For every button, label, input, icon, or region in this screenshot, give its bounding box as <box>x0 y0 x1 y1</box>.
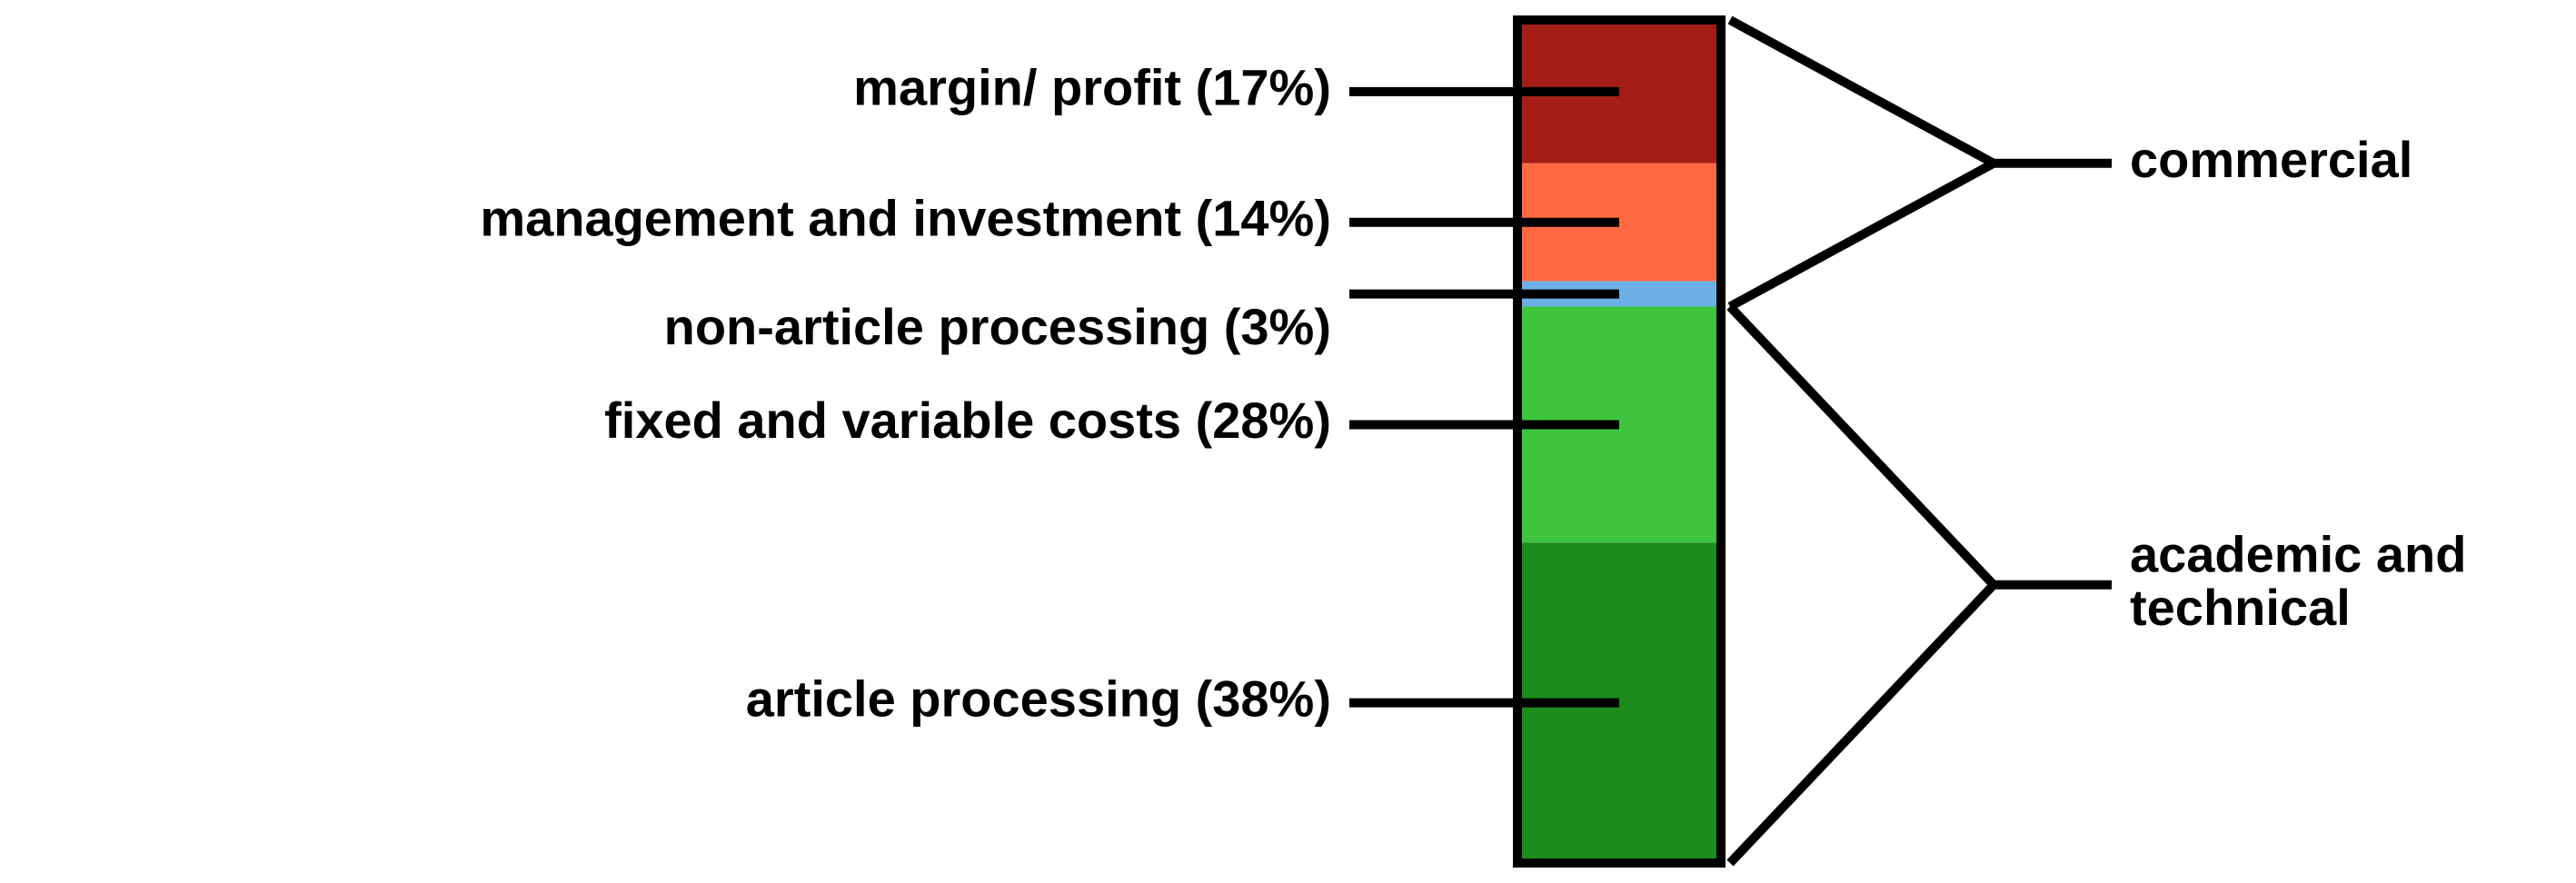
label-mgmt: management and investment (14%) <box>480 190 1331 247</box>
label-margin: margin/ profit (17%) <box>853 59 1331 116</box>
label-article: article processing (38%) <box>746 670 1331 727</box>
cost-breakdown-chart: margin/ profit (17%) management and inves… <box>0 0 2576 883</box>
label-nonarticle: non-article processing (3%) <box>664 298 1331 355</box>
group-label-commercial: commercial <box>2130 131 2412 188</box>
label-fixedvar: fixed and variable costs (28%) <box>604 392 1331 449</box>
